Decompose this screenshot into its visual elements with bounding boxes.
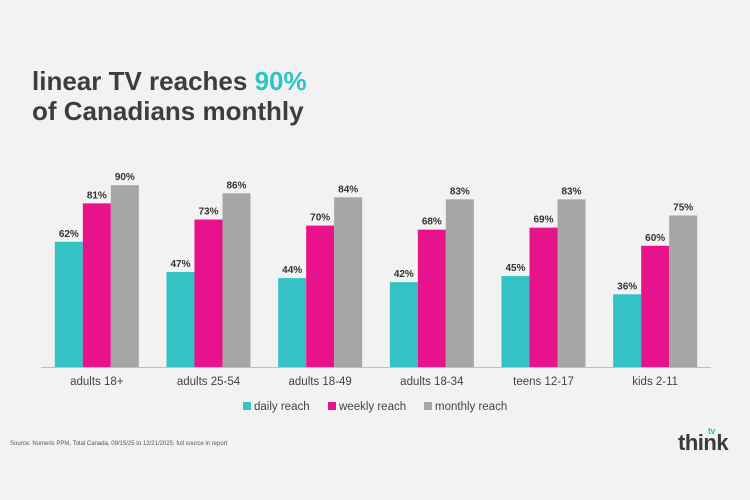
bar-monthly-1 [110,185,139,367]
data-label-weekly-5: 69% [533,215,553,226]
bar-daily-6 [613,294,642,367]
x-tick-label-1: adults 18+ [70,376,124,388]
x-tick-label-6: kids 2-11 [632,376,678,388]
x-tick-label-2: adults 25-54 [177,376,241,388]
bar-weekly-6 [641,245,670,367]
bar-monthly-3 [334,197,363,367]
bar-daily-3 [278,278,307,367]
data-label-daily-2: 47% [170,259,190,270]
data-label-daily-4: 42% [394,269,414,280]
legend-swatch-weekly [328,402,336,410]
title-highlight: 90% [254,66,307,96]
title-line2: of Canadians monthly [32,96,304,126]
legend-label-daily: daily reach [254,401,310,413]
chart-title: linear TV reaches 90% of Canadians month… [32,66,307,126]
data-label-weekly-1: 81% [87,190,107,201]
legend-swatch-monthly [424,402,432,410]
data-label-daily-1: 62% [59,229,79,240]
data-label-monthly-1: 90% [115,172,135,183]
bar-weekly-1 [82,203,111,367]
bar-monthly-4 [445,199,474,367]
x-tick-label-4: adults 18-34 [400,376,464,388]
data-label-monthly-5: 83% [561,186,581,197]
logo-text: think [678,430,729,455]
source-note: Source: Numeris PPM, Total Canada, 09/15… [10,441,228,447]
bar-daily-5 [501,276,530,367]
data-label-daily-5: 45% [505,263,525,274]
bar-daily-2 [166,272,195,367]
data-label-monthly-2: 86% [226,180,246,191]
data-label-weekly-3: 70% [310,213,330,224]
bar-monthly-5 [557,199,586,367]
data-label-monthly-6: 75% [673,203,693,214]
legend-label-weekly: weekly reach [338,401,406,413]
bar-weekly-3 [306,225,335,367]
data-label-daily-3: 44% [282,265,302,276]
bar-monthly-2 [222,193,251,367]
bar-weekly-2 [194,219,223,367]
legend-swatch-daily [243,402,251,410]
think-tv-logo: think tv [678,426,729,456]
data-label-weekly-4: 68% [422,217,442,228]
data-label-monthly-3: 84% [338,184,358,195]
legend-label-monthly: monthly reach [435,401,507,413]
bar-monthly-6 [669,215,698,367]
data-label-weekly-2: 73% [198,207,218,218]
title-line1-prefix: linear TV reaches [32,66,255,96]
bar-daily-4 [389,282,418,367]
bar-weekly-4 [417,229,446,367]
data-label-weekly-6: 60% [645,233,665,244]
bar-weekly-5 [529,227,558,367]
x-tick-label-3: adults 18-49 [289,376,352,388]
x-tick-label-5: teens 12-17 [513,376,574,388]
bar-daily-1 [54,241,83,367]
data-label-monthly-4: 83% [450,186,470,197]
logo-superscript: tv [708,426,716,436]
data-label-daily-6: 36% [617,281,637,292]
